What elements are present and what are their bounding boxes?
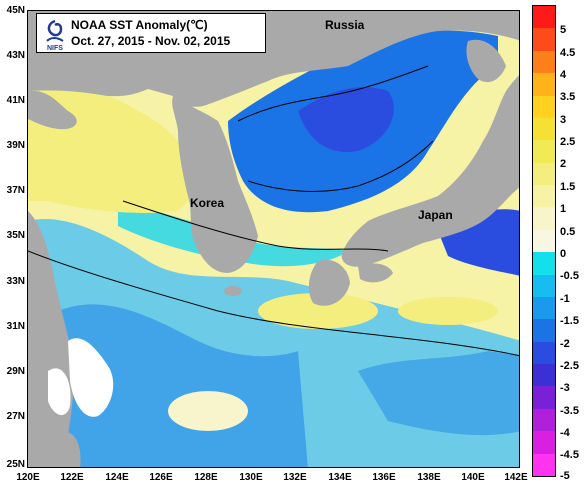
- colorbar-swatch: [533, 296, 555, 320]
- land-shandong: [28, 90, 77, 130]
- colorbar-swatch: [533, 341, 555, 365]
- colorbar-label: 4.5: [560, 46, 576, 59]
- colorbar-swatch: [533, 185, 555, 208]
- lat-tick: 45N: [6, 5, 25, 16]
- land-jeju: [224, 286, 242, 296]
- no-data-area: [48, 368, 71, 416]
- cool-region-southeast: [358, 351, 519, 436]
- colorbar-label: 3: [560, 113, 567, 126]
- colorbar-swatch: [533, 95, 555, 119]
- lon-tick: 120E: [16, 472, 40, 483]
- land-japan-honshu: [341, 75, 519, 267]
- colorbar-swatch: [533, 162, 555, 186]
- lat-tick: 37N: [6, 185, 25, 196]
- colorbar-label: 4: [560, 68, 567, 81]
- cold-core: [298, 87, 394, 152]
- lat-tick: 39N: [6, 140, 25, 151]
- lat-tick: 43N: [6, 50, 25, 61]
- colorbar-swatch: [533, 73, 555, 97]
- colorbar-label: 1.5: [560, 180, 576, 193]
- map-title-box: NIFS NOAA SST Anomaly(℃) Oct. 27, 2015 -…: [36, 13, 266, 53]
- colorbar-swatch: [533, 453, 555, 477]
- colorbar-swatch: [533, 140, 555, 164]
- colorbar-label: -0.5: [560, 270, 579, 283]
- lon-tick: 126E: [149, 472, 173, 483]
- colorbar-label: 0.5: [560, 225, 576, 238]
- nifs-logo: NIFS: [43, 19, 67, 52]
- colorbar-label: 1: [560, 203, 567, 216]
- colorbar-swatch: [533, 408, 555, 432]
- lon-tick: 140E: [461, 472, 485, 483]
- colorbar-label: 5: [560, 24, 567, 37]
- contour-line: [247, 140, 434, 192]
- lat-tick: 41N: [6, 95, 25, 106]
- lat-tick: 25N: [6, 459, 25, 470]
- colorbar-swatch: [533, 274, 555, 298]
- lat-tick: 27N: [6, 411, 25, 422]
- land-hokkaido: [466, 39, 506, 83]
- no-data-area: [68, 338, 114, 417]
- colorbar-swatch: [533, 431, 555, 455]
- place-label-japan: Japan: [418, 208, 453, 222]
- warm-patch: [168, 391, 248, 431]
- colorbar-swatch: [533, 6, 555, 29]
- lon-tick: 124E: [105, 472, 129, 483]
- wave-logo-icon: [46, 19, 64, 42]
- colorbar-swatch: [533, 117, 555, 141]
- colorbar-swatch: [533, 50, 555, 74]
- colorbar-label: -3.5: [560, 404, 579, 417]
- land-korea: [172, 96, 258, 273]
- contour-line: [237, 65, 429, 122]
- colorbar-label: 3.5: [560, 91, 576, 104]
- land-shikoku: [358, 263, 393, 283]
- place-label-russia: Russia: [325, 18, 365, 32]
- map-date-range: Oct. 27, 2015 - Nov. 02, 2015: [71, 34, 231, 48]
- colorbar-label: -4.5: [560, 449, 579, 462]
- colorbar-label: -4: [560, 427, 570, 440]
- lon-tick: 130E: [239, 472, 263, 483]
- land-kyushu: [308, 259, 350, 306]
- colorbar-label: -5: [560, 470, 570, 482]
- sst-anomaly-field: [28, 11, 519, 467]
- warm-patch: [258, 293, 378, 329]
- lon-tick: 138E: [417, 472, 441, 483]
- colorbar-swatch: [533, 28, 555, 52]
- cool-region-southwest: [48, 304, 308, 467]
- lon-tick: 128E: [194, 472, 218, 483]
- lat-tick: 35N: [6, 230, 25, 241]
- colorbar-swatch: [533, 386, 555, 410]
- lat-tick: 31N: [6, 321, 25, 332]
- colorbar-swatch: [533, 229, 555, 253]
- lon-tick: 132E: [283, 472, 307, 483]
- contour-line: [122, 200, 389, 252]
- land-taiwan: [53, 430, 81, 467]
- lat-tick: 33N: [6, 276, 25, 287]
- anomaly-colorbar: [532, 5, 556, 477]
- colorbar-label: 2.5: [560, 136, 576, 149]
- lon-tick: 142E: [504, 472, 528, 483]
- colorbar-label: 2: [560, 158, 567, 171]
- warm-patch: [398, 297, 498, 325]
- colorbar-swatch: [533, 364, 555, 387]
- colorbar-swatch: [533, 252, 555, 276]
- contour-line: [28, 250, 519, 357]
- lat-tick: 29N: [6, 366, 25, 377]
- map-title: NOAA SST Anomaly(℃): [71, 18, 208, 32]
- lon-tick: 134E: [328, 472, 352, 483]
- lon-tick: 122E: [60, 472, 84, 483]
- colorbar-swatch: [533, 319, 555, 343]
- colorbar-label: 0: [560, 248, 567, 260]
- colorbar-label: -2: [560, 337, 570, 350]
- logo-text: NIFS: [47, 45, 63, 52]
- cool-band-strait: [118, 201, 348, 267]
- colorbar-label: -2.5: [560, 359, 579, 372]
- sst-map: [27, 10, 520, 468]
- place-label-korea: Korea: [190, 196, 225, 210]
- colorbar-label: -1.5: [560, 315, 579, 328]
- colorbar-label: -3: [560, 382, 570, 395]
- colorbar-swatch: [533, 207, 555, 231]
- colorbar-label: -1: [560, 292, 570, 305]
- lon-tick: 136E: [372, 472, 396, 483]
